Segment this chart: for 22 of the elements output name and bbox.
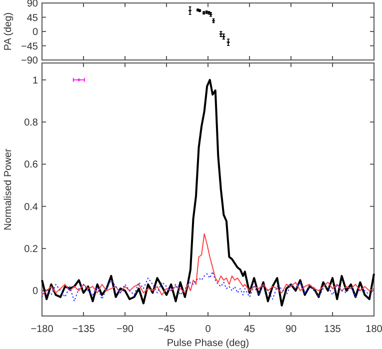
y-tick-label: 1 xyxy=(32,75,38,86)
y-tick-label: −45 xyxy=(21,41,38,52)
y-tick-label: 0.6 xyxy=(24,160,38,171)
y-tick-label: 0 xyxy=(32,27,38,38)
y-tick-label: 0 xyxy=(32,286,38,298)
x-tick-label: −135 xyxy=(72,324,96,335)
x-tick-label: −90 xyxy=(116,324,134,335)
y-tick-label: 45 xyxy=(26,12,38,24)
x-tick-label: 135 xyxy=(324,324,342,335)
x-tick-label: 180 xyxy=(366,324,382,335)
x-tick-label: 90 xyxy=(285,324,297,335)
x-tick-label: 0 xyxy=(205,324,212,335)
x-tick-label: 45 xyxy=(244,324,256,335)
x-tick-label: −180 xyxy=(30,324,54,335)
y-axis-title: PA (deg) xyxy=(3,12,14,51)
y-axis-title: Normalised Power xyxy=(3,148,14,230)
x-tick-label: −45 xyxy=(158,324,176,335)
y-tick-label: 0.4 xyxy=(24,202,38,213)
y-tick-label: 0.2 xyxy=(24,244,38,256)
y-tick-label: 0.8 xyxy=(24,118,38,129)
x-axis-title: Pulse Phase (deg) xyxy=(166,338,250,349)
y-tick-label: −90 xyxy=(21,56,38,66)
